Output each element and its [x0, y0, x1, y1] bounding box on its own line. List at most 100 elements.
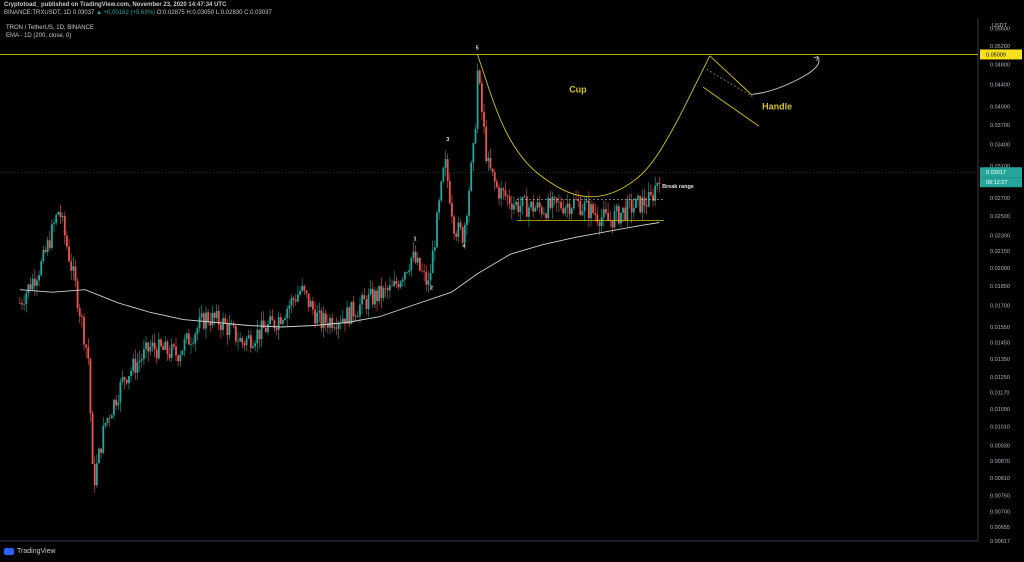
candle-body	[602, 209, 605, 218]
candle-body	[128, 376, 130, 384]
candle-body	[42, 249, 45, 262]
candle-body	[215, 310, 218, 318]
candle-body	[493, 172, 496, 182]
symbol-info: BINANCE:TRXUSDT, 1D 0.03037 ▲ +0.00162 (…	[4, 10, 272, 16]
candle-body	[213, 312, 216, 318]
candle-body	[374, 290, 376, 305]
candle-body	[348, 307, 351, 324]
ema-legend[interactable]: EMA - 1D (200, close, 0)	[6, 33, 72, 39]
candle-body	[207, 312, 209, 323]
candle-body	[198, 317, 201, 329]
candle-body	[275, 328, 278, 330]
tradingview-logo[interactable]: TradingView	[4, 548, 56, 555]
series-legend[interactable]: TRON / TetherUS, 1D, BINANCE	[6, 25, 94, 31]
candle-body	[371, 288, 374, 305]
candle-body	[615, 206, 618, 212]
candle-body	[153, 342, 156, 350]
price-tick-label: 0.04800	[990, 62, 1010, 68]
candle-body	[418, 257, 421, 271]
candle-body	[466, 215, 468, 225]
price-change: ▲ +0.00162 (+5.63%)	[96, 10, 156, 16]
candle-body	[217, 310, 220, 325]
candle-body	[427, 280, 430, 285]
candle-body	[44, 249, 47, 252]
price-tick-label: 0.01550	[990, 325, 1010, 331]
candle-body	[446, 159, 449, 181]
candle-body	[117, 402, 120, 406]
candle-body	[89, 358, 92, 414]
candle-body	[470, 162, 473, 191]
candle-body	[448, 180, 451, 204]
candle-body	[252, 346, 254, 348]
candle-body	[658, 183, 661, 185]
wave-label: 1	[414, 236, 417, 242]
candle-body	[617, 206, 620, 224]
candle-body	[200, 313, 203, 318]
candle-body	[457, 222, 460, 237]
candle-body	[179, 354, 182, 362]
price-tick-label: 0.01170	[990, 390, 1009, 396]
candle-body	[626, 199, 629, 221]
candle-body	[258, 329, 261, 340]
candle-body	[320, 310, 323, 329]
candle-body	[500, 188, 503, 199]
candle-body	[170, 344, 173, 358]
candle-body	[566, 203, 569, 208]
price-tick-label: 0.01010	[990, 424, 1010, 430]
candle-body	[301, 285, 304, 291]
candle-body	[397, 284, 400, 288]
candle-body	[344, 318, 346, 324]
candle-body	[350, 301, 353, 324]
price-tick-label: 0.03400	[990, 142, 1010, 148]
candle-body	[538, 202, 541, 208]
candle-body	[483, 111, 485, 127]
candle-body	[140, 359, 143, 361]
price-tick-label: 0.02500	[990, 214, 1010, 220]
candle-body	[558, 201, 560, 203]
candle-body	[341, 318, 344, 323]
candle-body	[326, 322, 329, 328]
candle-body	[138, 360, 141, 363]
countdown-label: 09:12:27	[986, 180, 1007, 186]
candle-body	[309, 301, 312, 307]
handle-label: Handle	[762, 102, 792, 112]
candle-body	[53, 222, 55, 225]
last-price-label: 0.03017	[986, 170, 1006, 176]
candle-body	[72, 266, 75, 271]
publish-info: Cryptotoad_ published on TradingView.com…	[4, 2, 227, 8]
candle-body	[143, 349, 145, 360]
candle-body	[329, 318, 331, 328]
tradingview-label: TradingView	[17, 548, 56, 555]
candle-body	[102, 425, 105, 453]
candle-body	[63, 216, 66, 236]
candle-body	[254, 343, 257, 347]
price-tick-label: 0.04400	[990, 83, 1010, 89]
price-tick-label: 0.01700	[990, 304, 1010, 310]
candle-body	[316, 312, 319, 324]
candle-body	[393, 281, 396, 287]
candle-body	[656, 183, 659, 186]
candle-body	[504, 190, 507, 196]
candle-body	[647, 191, 650, 207]
candle-body	[401, 279, 404, 282]
price-tick-label: 0.00750	[990, 494, 1010, 500]
candle-body	[70, 261, 73, 271]
symbol-name: BINANCE:TRXUSDT, 1D	[4, 10, 72, 16]
candle-body	[78, 308, 81, 317]
candle-body	[519, 206, 522, 213]
candle-body	[286, 308, 289, 318]
candle-body	[451, 203, 453, 217]
candle-body	[431, 250, 434, 274]
candle-body	[46, 240, 49, 252]
candle-body	[211, 312, 214, 326]
candle-body	[48, 240, 51, 248]
candle-body	[607, 212, 610, 221]
last-price-tag	[980, 167, 1022, 178]
candle-body	[406, 272, 408, 273]
candle-body	[534, 207, 537, 212]
candle-body	[85, 344, 88, 348]
candle-body	[598, 222, 601, 226]
candle-body	[74, 266, 77, 281]
candle-body	[474, 128, 477, 144]
